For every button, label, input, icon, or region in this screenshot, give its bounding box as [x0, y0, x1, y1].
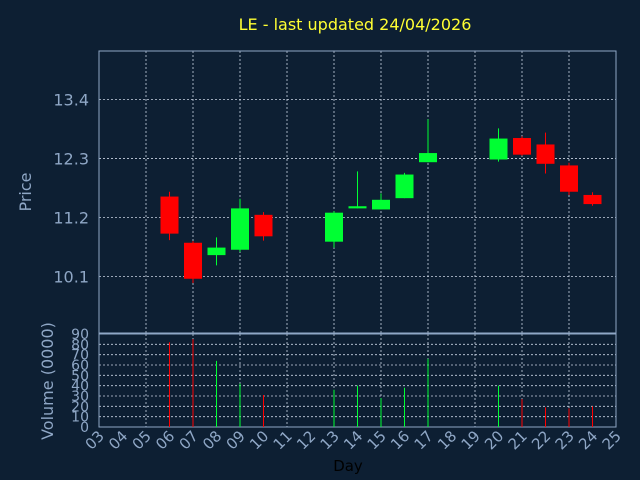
- candle: [160, 191, 179, 241]
- candle-body: [419, 153, 437, 163]
- x-axis-label: Day: [333, 457, 363, 475]
- candle: [489, 128, 508, 162]
- x-tick-label: 06: [152, 427, 178, 453]
- candle: [395, 172, 414, 199]
- candle-body: [560, 165, 578, 192]
- candle-body: [231, 208, 249, 250]
- volume-tick-label: 90: [71, 327, 89, 343]
- x-tick-label: 11: [270, 427, 296, 453]
- candle: [231, 198, 249, 252]
- candle-body: [513, 138, 531, 155]
- x-tick-label: 10: [246, 427, 272, 453]
- price-tick-label: 12.3: [53, 149, 89, 168]
- candle: [419, 119, 437, 163]
- candle-body: [184, 242, 202, 279]
- volume-tick-label: 70: [71, 348, 89, 364]
- volume-tick-label: 0: [80, 420, 89, 436]
- candle-body: [583, 194, 602, 205]
- price-panel-frame: [98, 50, 617, 334]
- candle: [184, 241, 202, 284]
- candle-body: [395, 174, 414, 199]
- x-tick-label: 08: [199, 427, 225, 453]
- x-tick-label: 09: [223, 427, 249, 453]
- x-tick-label: 20: [481, 427, 507, 453]
- volume-tick-label: 10: [71, 410, 89, 426]
- candle: [560, 162, 578, 195]
- chart-title: LE - last updated 24/04/2026: [239, 15, 472, 34]
- candle-body: [254, 214, 273, 237]
- volume-tick-label: 80: [71, 337, 89, 353]
- candle-body: [489, 138, 508, 160]
- volume-tick-label: 20: [71, 399, 89, 415]
- x-tick-label: 14: [340, 427, 366, 453]
- x-tick-label: 21: [505, 427, 531, 453]
- candle-body: [536, 144, 555, 164]
- candle-body: [372, 199, 390, 210]
- price-tick-label: 11.2: [53, 209, 89, 228]
- volume-bars: [169, 339, 593, 427]
- x-tick-label: 23: [552, 427, 578, 453]
- x-tick-label: 24: [575, 427, 601, 453]
- candle: [513, 136, 531, 156]
- price-tick-label: 10.1: [53, 268, 89, 287]
- candle-body: [207, 247, 226, 256]
- x-tick-label: 12: [293, 427, 319, 453]
- x-tick-label: 13: [317, 427, 343, 453]
- candle: [536, 132, 555, 174]
- x-tick-label: 25: [599, 427, 625, 453]
- plot-frames: [98, 50, 617, 428]
- x-tick-label: 15: [364, 427, 390, 453]
- candle: [348, 171, 367, 209]
- x-tick-label: 17: [411, 427, 437, 453]
- x-tick-label: 19: [458, 427, 484, 453]
- candle-body: [348, 206, 367, 209]
- candle-body: [160, 196, 179, 234]
- candles: [160, 119, 602, 284]
- x-tick-label: 05: [129, 427, 155, 453]
- x-tick-label: 22: [528, 427, 554, 453]
- price-axis-label: Price: [16, 172, 35, 211]
- candle: [254, 212, 273, 241]
- volume-tick-label: 40: [71, 379, 89, 395]
- x-tick-label: 16: [387, 427, 413, 453]
- x-tick-label: 18: [434, 427, 460, 453]
- volume-tick-label: 60: [71, 358, 89, 374]
- candle-body: [325, 212, 343, 242]
- candle: [325, 211, 343, 248]
- x-tick-label: 04: [105, 427, 131, 453]
- x-tick-label: 07: [176, 427, 202, 453]
- price-tick-label: 13.4: [53, 90, 89, 109]
- grid-layer: [99, 51, 616, 427]
- candle: [207, 237, 226, 266]
- candle: [372, 193, 390, 210]
- volume-axis-label: Volume (0000): [38, 322, 57, 440]
- volume-tick-label: 50: [71, 368, 89, 384]
- volume-tick-label: 30: [71, 389, 89, 405]
- candle: [583, 192, 602, 206]
